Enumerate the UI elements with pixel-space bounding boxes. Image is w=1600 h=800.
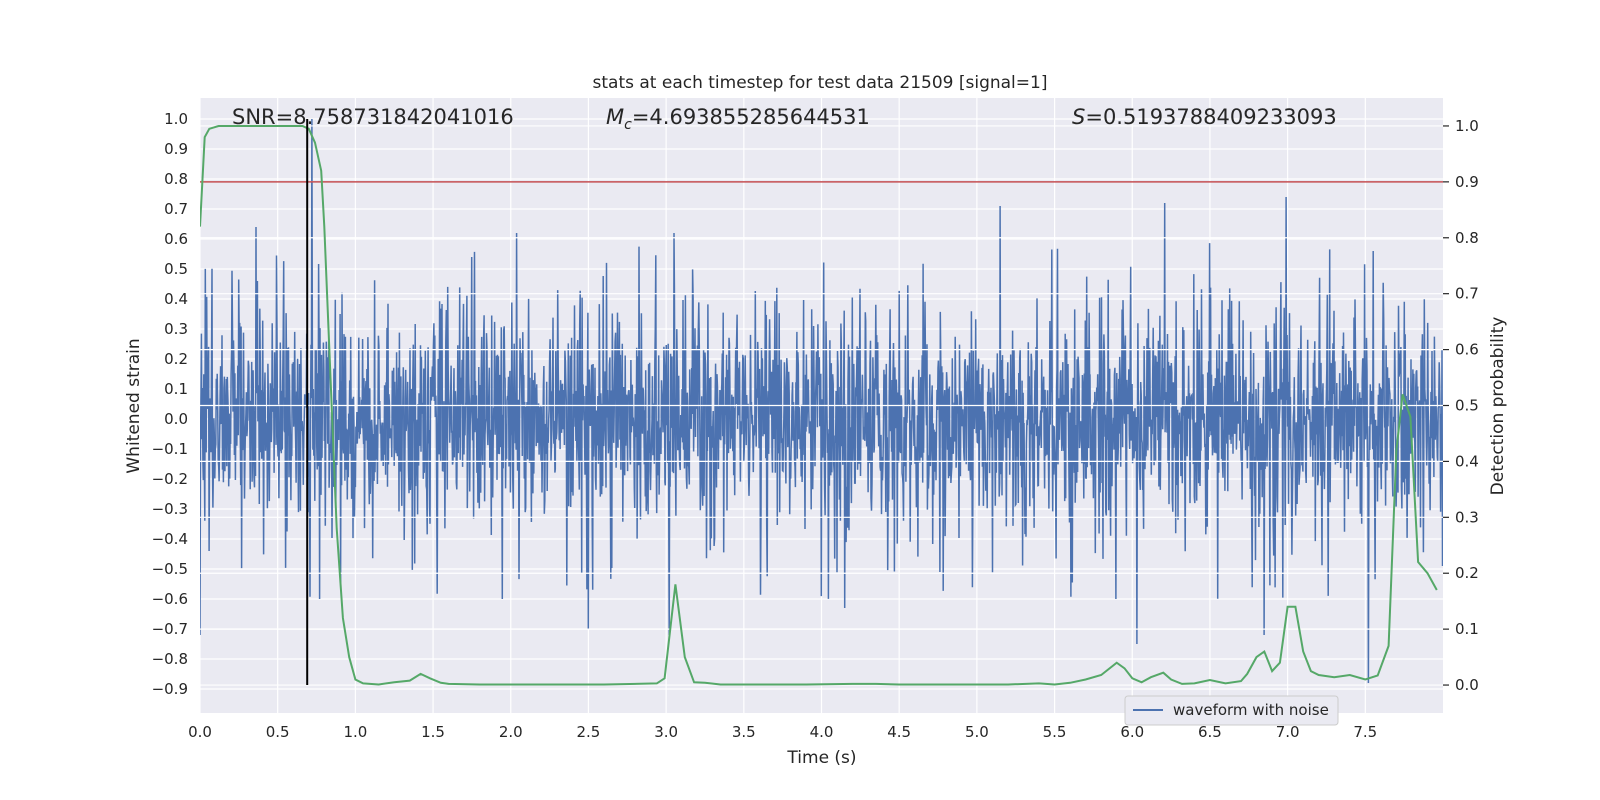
s-symbol: S — [1072, 105, 1085, 129]
left-y-tick-label: 0.1 — [164, 380, 188, 398]
left-y-tick-label: 0.8 — [164, 170, 188, 188]
left-y-tick-label: −0.4 — [152, 530, 188, 548]
right-y-axis: 1.0 0.9 0.8 0.7 0.6 0.5 0.4 0.3 0.2 0.1 0.0 — [1443, 117, 1479, 694]
left-y-tick-label: 0.9 — [164, 140, 188, 158]
left-y-axis-title: Whitened strain — [124, 338, 144, 473]
left-y-tick-label: 0.2 — [164, 350, 188, 368]
left-y-tick-label: 1.0 — [164, 110, 188, 128]
x-tick-label: 0.5 — [266, 723, 290, 741]
legend-box — [1124, 695, 1339, 726]
x-axis-title: Time (s) — [786, 748, 856, 768]
left-y-tick-label: −0.9 — [152, 680, 188, 698]
right-y-tick-label: 0.5 — [1455, 397, 1479, 415]
x-tick-label: 2.5 — [577, 723, 601, 741]
x-tick-label: 7.0 — [1276, 723, 1300, 741]
left-y-axis: 1.0 0.9 0.8 0.7 0.6 0.5 0.4 0.3 0.2 0.1 0.0 −0.1 −0.… — [152, 110, 188, 698]
left-y-tick-label: 0.7 — [164, 200, 188, 218]
left-y-tick-label: 0.0 — [164, 410, 188, 428]
legend: waveform with noise — [1124, 695, 1339, 726]
right-y-axis-title: Detection probability — [1488, 317, 1508, 496]
chart-title: stats at each timestep for test data 215… — [593, 73, 1048, 93]
right-y-tick-label: 0.3 — [1455, 508, 1479, 526]
x-tick-label: 0.0 — [188, 723, 212, 741]
x-tick-label: 7.5 — [1353, 723, 1377, 741]
right-y-tick-label: 0.7 — [1455, 285, 1479, 303]
left-y-tick-label: 0.3 — [164, 320, 188, 338]
left-y-tick-label: −0.8 — [152, 650, 188, 668]
x-tick-label: 3.5 — [732, 723, 756, 741]
chirp-mass-value: =4.693855285644531 — [632, 105, 870, 129]
right-y-tick-label: 0.9 — [1455, 173, 1479, 191]
legend-label: waveform with noise — [1173, 701, 1329, 719]
x-tick-label: 3.0 — [654, 723, 678, 741]
left-y-tick-label: −0.2 — [152, 470, 188, 488]
left-y-tick-label: 0.6 — [164, 230, 188, 248]
x-axis: 0.0 0.5 1.0 1.5 2.0 2.5 3.0 3.5 4.0 4.5 5.0 5.5 6.0 6… — [188, 723, 1377, 741]
chirp-mass-subscript: c — [624, 117, 632, 133]
series-waveform-with-noise — [200, 118, 1443, 684]
x-tick-label: 4.0 — [810, 723, 834, 741]
chirp-mass-symbol: M — [606, 105, 624, 129]
right-y-tick-label: 0.1 — [1455, 620, 1479, 638]
x-tick-label: 5.5 — [1043, 723, 1067, 741]
right-y-tick-label: 0.4 — [1455, 452, 1479, 470]
left-y-tick-label: 0.5 — [164, 260, 188, 278]
s-value: =0.5193788409233093 — [1085, 105, 1336, 129]
series-detection-probability — [200, 125, 1438, 686]
snr-annotation: SNR=8.758731842041016 — [232, 105, 514, 129]
left-y-tick-label: 0.4 — [164, 290, 188, 308]
x-tick-label: 5.0 — [965, 723, 989, 741]
s-annotation: S=0.5193788409233093 — [1072, 105, 1337, 129]
chirp-mass-annotation: Mc=4.693855285644531 — [606, 105, 870, 133]
x-tick-label: 4.5 — [887, 723, 911, 741]
right-y-tick-label: 1.0 — [1455, 117, 1479, 135]
x-tick-label: 2.0 — [499, 723, 523, 741]
left-y-tick-label: −0.5 — [152, 560, 188, 578]
left-y-tick-label: −0.6 — [152, 590, 188, 608]
right-y-tick-label: 0.6 — [1455, 341, 1479, 359]
right-y-tick-label: 0.2 — [1455, 564, 1479, 582]
right-y-tick-label: 0.8 — [1455, 229, 1479, 247]
left-y-tick-label: −0.7 — [152, 620, 188, 638]
x-tick-label: 6.0 — [1120, 723, 1144, 741]
x-tick-label: 6.5 — [1198, 723, 1222, 741]
right-y-tick-label: 0.0 — [1455, 676, 1479, 694]
left-y-tick-label: −0.1 — [152, 440, 188, 458]
x-tick-label: 1.5 — [421, 723, 445, 741]
left-y-tick-label: −0.3 — [152, 500, 188, 518]
x-tick-label: 1.0 — [343, 723, 367, 741]
